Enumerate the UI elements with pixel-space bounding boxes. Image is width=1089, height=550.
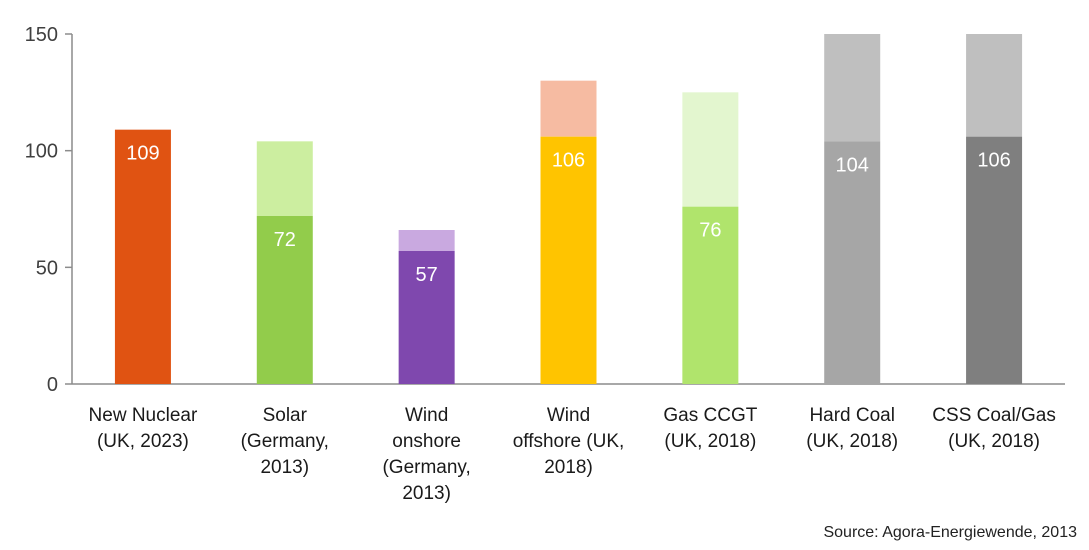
category-label: Gas CCGT [663, 405, 757, 426]
category-label: Wind [547, 405, 590, 426]
category-label: Hard Coal [809, 405, 895, 426]
data-label: 72 [274, 229, 296, 251]
data-label: 76 [699, 220, 721, 242]
bar-base-segment [824, 141, 881, 384]
bar-range-segment [540, 80, 597, 137]
bar-base-segment [540, 136, 597, 384]
bar-base-segment [682, 206, 739, 384]
category-label: onshore [392, 431, 461, 452]
category-label: (Germany, [241, 431, 329, 452]
category-label: CSS Coal/Gas [932, 405, 1056, 426]
category-label: (UK, 2018) [664, 431, 756, 452]
source-note: Source: Agora-Energiewende, 2013 [823, 524, 1077, 541]
category-label: New Nuclear [89, 405, 198, 426]
y-tick-label: 100 [25, 141, 58, 163]
category-label: (UK, 2018) [806, 431, 898, 452]
category-label: Wind [405, 405, 448, 426]
bar-range-segment [682, 92, 739, 207]
data-label: 106 [552, 150, 585, 172]
bar-base-segment [256, 216, 313, 384]
bar-range-segment [966, 34, 1023, 137]
y-tick-label: 0 [47, 374, 58, 396]
bar-range-segment [256, 141, 313, 216]
category-label: (UK, 2018) [948, 431, 1040, 452]
category-label: 2013) [260, 457, 309, 478]
data-label: 104 [836, 154, 869, 176]
category-label: (Germany, [382, 457, 470, 478]
bar-range-segment [824, 34, 881, 142]
data-label: 106 [977, 150, 1010, 172]
category-label: Solar [263, 405, 308, 426]
category-label: offshore (UK, [513, 431, 625, 452]
bar-base-segment [966, 136, 1023, 384]
y-tick-label: 50 [36, 257, 58, 279]
bar-base-segment [398, 251, 455, 384]
category-label: 2013) [402, 483, 451, 504]
category-label: (UK, 2023) [97, 431, 189, 452]
data-label: 57 [416, 264, 438, 286]
bar-range-segment [398, 230, 455, 251]
y-tick-label: 150 [25, 24, 58, 46]
bar-base-segment [114, 129, 171, 384]
category-label: 2018) [544, 457, 593, 478]
data-label: 109 [126, 143, 159, 165]
